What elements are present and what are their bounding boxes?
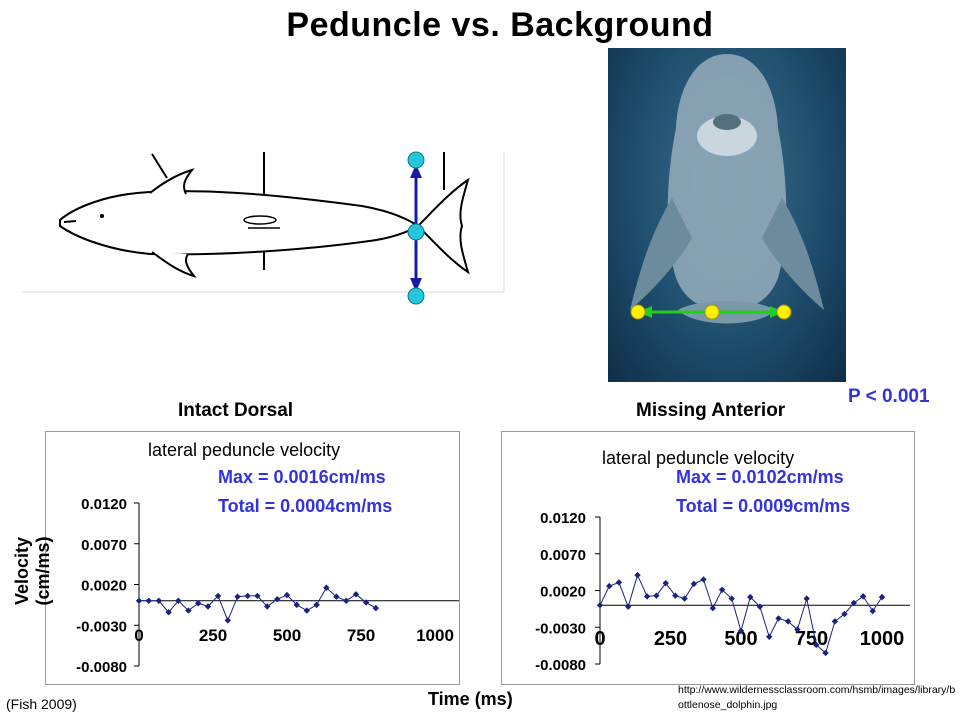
dolphin-snout (697, 116, 757, 156)
data-point (634, 571, 641, 579)
marker-top (407, 151, 425, 169)
right-flipper (762, 198, 824, 310)
data-point (303, 607, 311, 614)
data-point (224, 617, 231, 624)
dorsal-fin (149, 168, 195, 195)
data-point (615, 579, 623, 586)
citation: (Fish 2009) (6, 696, 77, 712)
arrow-head-down (410, 278, 422, 292)
series-line (139, 587, 377, 622)
marker-bottom (407, 287, 425, 305)
x-tick-label: 0 (134, 626, 143, 645)
data-point (195, 600, 202, 607)
chart-heading-intact: lateral peduncle velocity (148, 440, 341, 460)
y-tick-label: -0.0080 (535, 657, 586, 674)
marker-right (776, 304, 792, 320)
total-value-missing: Total = 0.0009cm/ms (676, 496, 851, 516)
arrow-head-up (410, 164, 422, 178)
data-point (784, 618, 792, 625)
data-point (700, 576, 707, 583)
marker-center (704, 304, 720, 320)
x-tick-label: 500 (724, 628, 757, 650)
data-point (747, 593, 754, 601)
x-tick-label: 500 (273, 626, 301, 645)
total-value-intact: Total = 0.0004cm/ms (218, 496, 393, 516)
data-point (831, 618, 839, 625)
y-tick-label: 0.0120 (540, 510, 586, 527)
marker-middle (407, 223, 425, 241)
data-point (323, 584, 330, 591)
dolphin-photo-drawing (630, 54, 824, 324)
data-point (690, 580, 698, 588)
data-point (234, 593, 241, 600)
data-point (775, 615, 782, 622)
y-tick-label: 0.0070 (540, 547, 586, 564)
image-credit-url: http://www.wildernessclassroom.com/hsmb/… (678, 684, 956, 711)
dolphin-mouth (713, 114, 741, 130)
x-tick-label: 1000 (416, 626, 454, 645)
pectoral-fin (243, 215, 277, 225)
max-value-intact: Max = 0.0016cm/ms (218, 467, 386, 487)
data-point (214, 592, 222, 600)
x-tick-label: 750 (347, 626, 375, 645)
dolphin-body (59, 190, 420, 256)
dolphin-eye (100, 214, 104, 218)
data-point (204, 603, 212, 610)
data-point (737, 627, 745, 635)
data-point (803, 595, 810, 602)
panel-label-missing: Missing Anterior (636, 400, 786, 421)
chart-frame-intact (45, 431, 460, 685)
y-axis-label: Velocity (cm/ms) (12, 536, 53, 606)
tail-fluke (416, 177, 470, 275)
data-point (263, 603, 271, 610)
marker-left (630, 304, 646, 320)
chart-heading-missing: lateral peduncle velocity (602, 448, 795, 468)
velocity-chart-intact: 0.0120 0.0070 0.0020 -0.0030 -0.0080 0 250 500 7… (76, 496, 459, 676)
data-point (709, 604, 716, 612)
chart-frame-missing (501, 431, 915, 685)
dolphin-photo (608, 48, 846, 382)
page-title: Peduncle vs. Background (286, 6, 714, 44)
data-point (596, 602, 604, 609)
data-point (850, 599, 857, 607)
dolphin-beak (63, 220, 77, 223)
data-point (681, 595, 688, 602)
data-point (313, 601, 320, 609)
panel-label-intact: Intact Dorsal (178, 400, 294, 421)
y-tick-label: 0.0020 (540, 584, 586, 601)
ventral-fin (151, 251, 197, 278)
velocity-chart-missing: 0.0120 0.0070 0.0020 -0.0030 -0.0080 0 250 500 7… (535, 510, 910, 674)
x-tick-label: 1000 (860, 628, 905, 650)
dolphin-side-sketch (22, 151, 505, 305)
y-tick-label: 0.0070 (81, 537, 127, 554)
y-tick-label: 0.0020 (81, 578, 127, 595)
data-point (372, 604, 379, 612)
x-tick-label: 250 (199, 626, 227, 645)
data-point (606, 582, 613, 590)
max-value-missing: Max = 0.0102cm/ms (676, 467, 844, 487)
x-tick-label: 0 (594, 628, 605, 650)
data-point (643, 593, 651, 600)
y-tick-label: -0.0080 (76, 659, 127, 676)
data-point (625, 603, 632, 610)
data-point (869, 607, 876, 615)
left-flipper (630, 198, 692, 310)
data-point (859, 593, 867, 600)
y-tick-label: 0.0120 (81, 496, 127, 513)
data-point (878, 593, 886, 601)
reference-line (151, 153, 168, 179)
data-point (135, 597, 143, 604)
data-point (766, 633, 773, 641)
data-point (293, 601, 300, 609)
x-tick-label: 250 (654, 628, 687, 650)
p-value: P < 0.001 (848, 386, 930, 407)
data-point (343, 597, 350, 604)
x-axis-label: Time (ms) (428, 689, 513, 709)
x-tick-label: 750 (795, 628, 828, 650)
y-tick-label: -0.0030 (535, 620, 586, 637)
data-point (244, 592, 251, 600)
dolphin-head-body (667, 54, 787, 310)
y-tick-label: -0.0030 (76, 618, 127, 635)
data-point (145, 597, 152, 604)
